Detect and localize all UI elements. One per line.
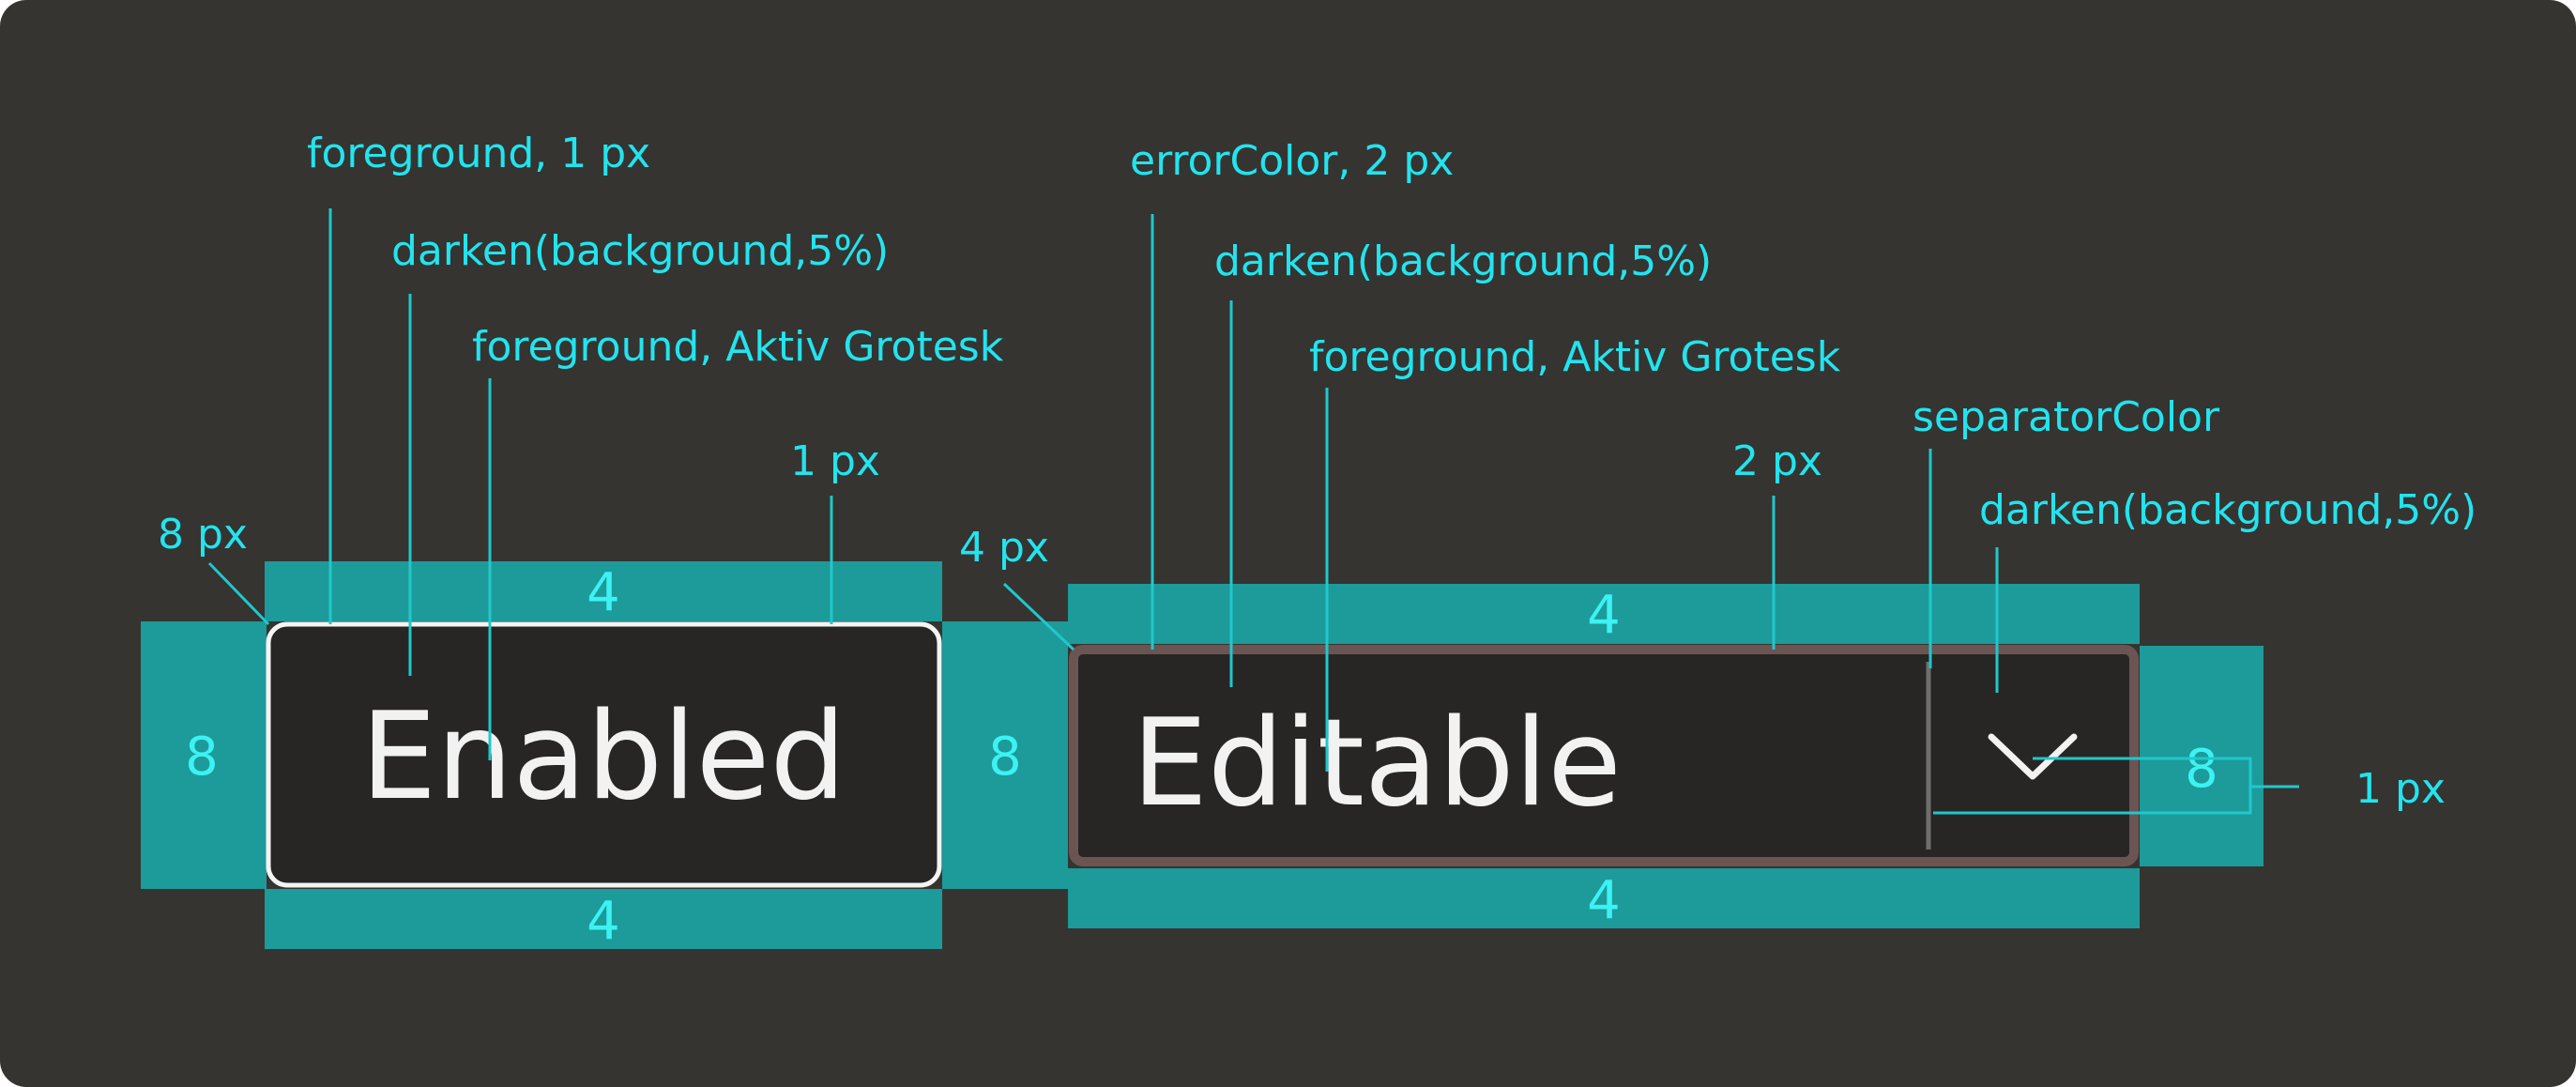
editable-radius-leader xyxy=(1002,582,1075,651)
editable-fill-annotation: darken(background,5%) xyxy=(1214,237,1712,285)
enabled-button[interactable] xyxy=(266,621,942,888)
enabled-padding-bottom xyxy=(265,889,942,949)
enabled-fill-annotation: darken(background,5%) xyxy=(391,227,889,275)
editable-padding-top xyxy=(1068,584,2140,644)
enabled-button-label: Enabled xyxy=(360,687,846,827)
chevron-down-icon[interactable] xyxy=(1988,733,2078,780)
enabled-radius-annotation: 8 px xyxy=(158,511,248,559)
enabled-radius-leader xyxy=(207,561,270,626)
editable-field[interactable] xyxy=(1069,645,2139,866)
editable-pad-right-value: 8 xyxy=(2185,739,2218,800)
editable-radius-annotation: 4 px xyxy=(959,524,1049,572)
editable-pad-top-value: 4 xyxy=(1587,585,1621,646)
editable-separator-annotation: separatorColor xyxy=(1913,393,2220,441)
enabled-text-annotation: foreground, Aktiv Grotesk xyxy=(472,323,1004,371)
enabled-padding-top xyxy=(265,561,942,621)
editable-separator-width-annotation: 1 px xyxy=(2355,765,2446,813)
editable-padding-bottom xyxy=(1068,868,2140,928)
editable-border-width-annotation: 2 px xyxy=(1732,437,1822,485)
editable-padding-right xyxy=(2140,646,2264,866)
enabled-padding-right xyxy=(942,621,1068,889)
enabled-pad-left-value: 8 xyxy=(185,727,219,788)
editable-border-annotation: errorColor, 2 px xyxy=(1130,137,1454,185)
enabled-pad-top-value: 4 xyxy=(587,562,620,623)
enabled-border-width-annotation: 1 px xyxy=(790,437,880,485)
editable-field-value: Editable xyxy=(1132,694,1622,834)
editable-text-annotation: foreground, Aktiv Grotesk xyxy=(1309,333,1841,381)
editable-dropdown-fill-annotation: darken(background,5%) xyxy=(1979,486,2477,534)
editable-pad-bottom-value: 4 xyxy=(1587,870,1621,931)
enabled-pad-bottom-value: 4 xyxy=(587,891,620,952)
enabled-pad-right-value: 8 xyxy=(988,727,1022,788)
enabled-border-annotation: foreground, 1 px xyxy=(307,130,650,177)
enabled-padding-left xyxy=(141,621,267,889)
